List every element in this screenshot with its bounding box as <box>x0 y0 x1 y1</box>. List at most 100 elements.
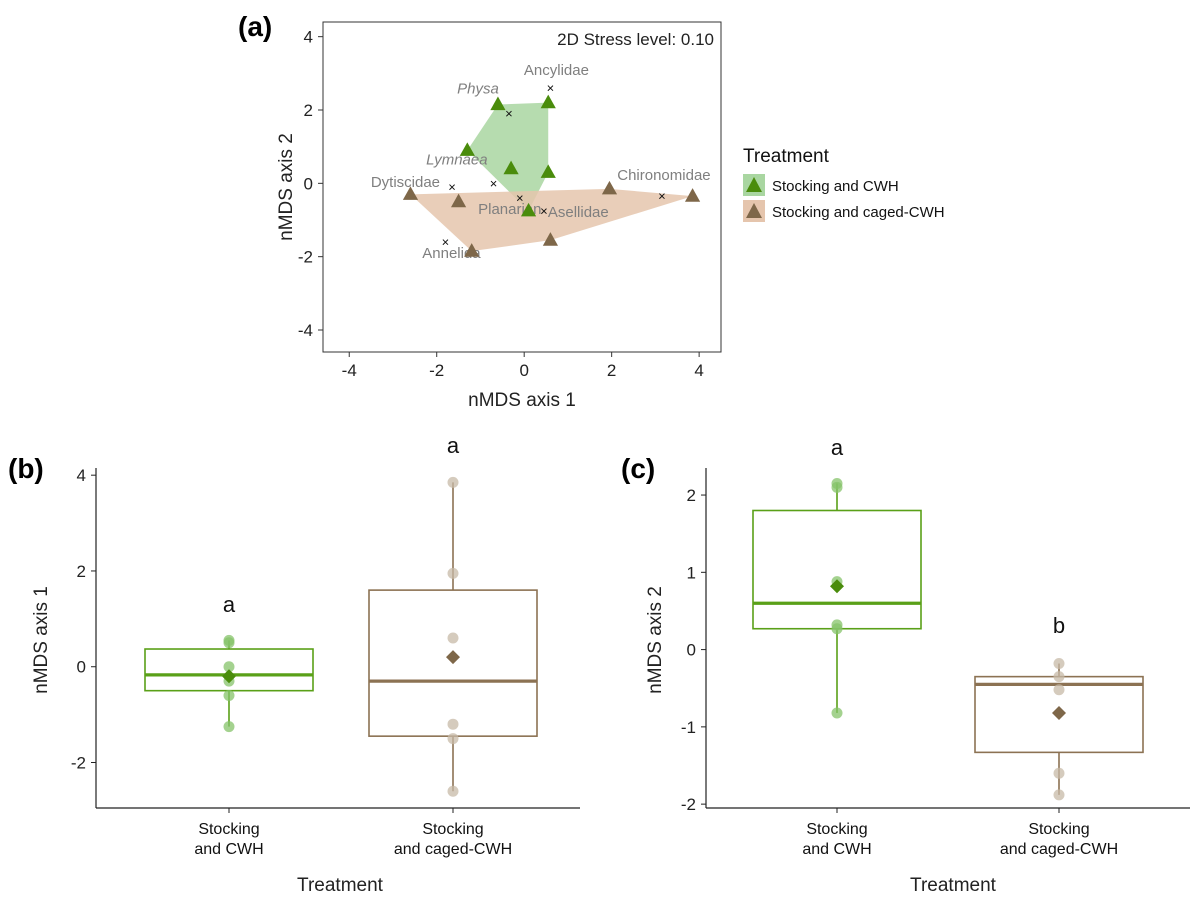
b-point-caged-1 <box>447 567 459 579</box>
taxon-marker-planarian: × <box>516 191 524 206</box>
y-axis-title-c: nMDS axis 2 <box>645 586 666 694</box>
b-point-cwh-4 <box>223 689 235 701</box>
x-axis-title-b: Treatment <box>297 875 384 896</box>
c-y-tick-label: -1 <box>681 718 696 737</box>
hull-caged <box>410 188 693 252</box>
site-point-caged-3 <box>542 232 559 246</box>
b-point-caged-3 <box>447 718 459 730</box>
legend: Treatment Stocking and CWH Stocking and … <box>743 146 945 222</box>
site-point-caged-2 <box>464 243 480 257</box>
site-point-caged-5 <box>684 188 701 202</box>
x-tick-label-a: 4 <box>694 361 703 380</box>
b-y-tick-label: 4 <box>77 466 86 485</box>
x-ticks-b: Stocking and CWH Stocking and caged-CWH <box>194 808 512 858</box>
x-ticks-c: Stocking and CWH Stocking and caged-CWH <box>802 808 1118 858</box>
b-point-cwh-1 <box>223 637 235 649</box>
y-tick-label-a: 4 <box>304 28 313 47</box>
c-point-caged-4 <box>1053 789 1065 801</box>
c-box-cwh <box>752 509 922 630</box>
plot-area-c: ab <box>752 435 1144 801</box>
taxon-marker-chironomidae: × <box>658 189 666 204</box>
panel-b-label: (b) <box>8 453 44 484</box>
legend-triangle-caged-icon <box>746 203 762 218</box>
taxon-marker-dytiscidae: × <box>448 180 456 195</box>
taxon-label-physa: Physa <box>457 81 499 98</box>
legend-title: Treatment <box>743 146 830 167</box>
taxon-marker-physa: × <box>505 106 513 121</box>
c-point-cwh-5 <box>831 707 843 719</box>
site-point-cwh-5 <box>520 202 537 217</box>
taxon-marker-ancylidae: × <box>547 81 555 96</box>
c-point-cwh-4 <box>831 623 843 635</box>
b-category-label-0: Stocking and CWH <box>194 821 263 858</box>
panel-a-label: (a) <box>238 11 272 42</box>
site-point-caged-1 <box>450 193 467 208</box>
site-point-caged-0 <box>402 186 419 200</box>
plot-area-b: aa <box>144 433 538 797</box>
hull-cwh <box>467 102 549 211</box>
c-point-caged-1 <box>1053 671 1065 683</box>
x-tick-label-a: 2 <box>607 361 616 380</box>
c-mean-caged <box>1052 705 1066 720</box>
taxon-marker-asellidae: × <box>540 203 548 218</box>
legend-label-caged: Stocking and caged-CWH <box>772 204 945 221</box>
y-tick-label-a: -2 <box>298 248 313 267</box>
site-point-cwh-4 <box>540 164 556 178</box>
y-axis-title-a: nMDS axis 2 <box>276 133 297 241</box>
c-point-cwh-1 <box>831 481 843 493</box>
y-ticks-c: 2 1 0 -1 -2 <box>681 486 706 814</box>
c-y-tick-label: 0 <box>687 641 696 660</box>
taxon-marker-lymnaea: × <box>490 176 498 191</box>
c-sig-letter-caged: b <box>1053 613 1065 638</box>
c-mean-cwh <box>830 579 844 594</box>
y-tick-label-a: 0 <box>304 174 313 193</box>
c-category-label-1: Stocking and caged-CWH <box>1000 821 1118 858</box>
b-category-label-1: Stocking and caged-CWH <box>394 821 512 858</box>
b-y-tick-label: -2 <box>71 754 86 773</box>
taxon-marker-annelida: × <box>442 235 450 250</box>
b-y-tick-label: 0 <box>77 658 86 677</box>
c-y-tick-label: 2 <box>687 486 696 505</box>
c-point-caged-0 <box>1053 658 1065 669</box>
b-point-caged-5 <box>447 785 459 797</box>
y-axis-title-b: nMDS axis 1 <box>31 586 52 694</box>
b-point-cwh-2 <box>223 661 235 673</box>
taxon-label-asellidae: Asellidae <box>548 204 609 221</box>
y-ticks-b: 4 2 0 -2 <box>71 466 96 773</box>
y-tick-label-a: 2 <box>304 101 313 120</box>
c-category-label-0: Stocking and CWH <box>802 821 871 858</box>
x-axis-title-c: Treatment <box>910 875 997 896</box>
legend-triangle-cwh-icon <box>746 177 762 192</box>
taxon-label-lymnaea: Lymnaea <box>426 151 487 168</box>
b-point-caged-2 <box>447 632 459 644</box>
x-axis-title-a: nMDS axis 1 <box>468 390 576 411</box>
b-point-caged-4 <box>447 733 459 745</box>
site-point-cwh-0 <box>490 96 506 111</box>
b-sig-letter-cwh: a <box>223 592 236 617</box>
site-point-caged-4 <box>601 180 618 195</box>
b-mean-cwh <box>222 669 236 684</box>
site-point-cwh-3 <box>503 160 519 175</box>
x-ticks-a: -4 -2 0 2 4 <box>342 352 704 380</box>
hull-layer <box>410 102 693 252</box>
b-point-cwh-5 <box>223 721 235 733</box>
panel-c-label: (c) <box>621 453 655 484</box>
c-point-caged-3 <box>1053 767 1065 779</box>
y-ticks-a: 4 2 0 -2 -4 <box>298 28 323 340</box>
b-sig-letter-caged: a <box>447 433 460 458</box>
c-y-tick-label: 1 <box>687 563 696 582</box>
c-sig-letter-cwh: a <box>831 435 844 460</box>
taxon-label-annelida: Annelida <box>422 245 481 262</box>
b-y-tick-label: 2 <box>77 562 86 581</box>
point-layer <box>402 94 701 257</box>
taxon-label-ancylidae: Ancylidae <box>524 62 589 79</box>
legend-label-cwh: Stocking and CWH <box>772 178 899 195</box>
site-point-cwh-2 <box>459 142 475 156</box>
b-point-caged-0 <box>447 476 459 488</box>
x-tick-label-a: 0 <box>519 361 528 380</box>
b-mean-caged <box>446 650 460 665</box>
x-tick-label-a: -2 <box>429 361 444 380</box>
stress-label: 2D Stress level: 0.10 <box>557 30 714 49</box>
